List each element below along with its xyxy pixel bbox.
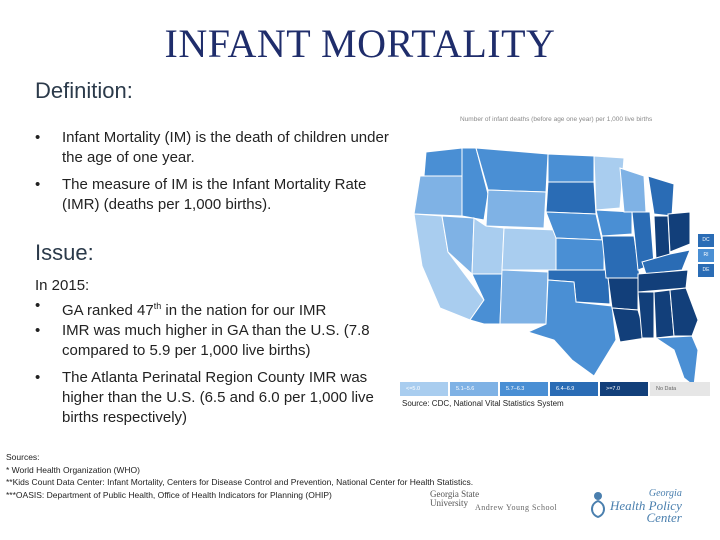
ghpc-logo-icon (591, 492, 605, 518)
definition-heading: Definition: (35, 78, 133, 103)
sources-block: Sources: * World Health Organization (WH… (6, 451, 526, 501)
source-line-2: **Kids Count Data Center: Infant Mortali… (6, 477, 474, 487)
legend-bin-1: <=5.0 (400, 382, 448, 396)
issue-heading: Issue: (35, 240, 94, 265)
map-inset-ri: RI (698, 249, 714, 262)
ghpc-logo-line-1: Georgia (648, 488, 682, 499)
map-inset-de: DE (698, 264, 714, 277)
ghpc-logo-line-2: Health Policy (610, 498, 682, 513)
map-region-mississippi (637, 291, 655, 339)
map-region-michigan (647, 175, 675, 217)
us-map-graphic (413, 147, 698, 387)
map-region-montana (475, 147, 549, 193)
legend-bin-2: 5.1–5.6 (450, 382, 498, 396)
map-region-ohio (667, 211, 691, 253)
map-region-oregon (413, 175, 465, 217)
map-region-georgia (669, 287, 698, 337)
map-region-indiana (653, 215, 671, 261)
gsu-logo-line-2: University (430, 498, 468, 508)
issue-bullet-3: • The Atlanta Perinatal Region County IM… (35, 368, 380, 428)
gsu-logo: Georgia State University (430, 490, 479, 508)
map-region-idaho (461, 147, 489, 221)
definition-bullet-2: • The measure of IM is the Infant Mortal… (35, 175, 395, 215)
andrew-young-school-logo: Andrew Young School (475, 503, 558, 512)
page-title: INFANT MORTALITY (164, 21, 556, 66)
legend-bin-3: 5.7–6.3 (500, 382, 548, 396)
map-region-texas (526, 279, 617, 377)
source-line-1: * World Health Organization (WHO) (6, 464, 140, 475)
gsu-logo-line-1: Georgia State (430, 489, 480, 499)
issue-bullet-2: • IMR was much higher in GA than the U.S… (35, 321, 380, 361)
legend-bin-5: >=7.0 (600, 382, 648, 396)
issue-bullet-1: • GA ranked 47th in the nation for our I… (35, 296, 380, 321)
issue-list: In 2015: • GA ranked 47th in the nation … (35, 276, 380, 428)
map-region-minnesota (593, 155, 625, 211)
bullet-glyph: • (35, 176, 41, 193)
map-region-kentucky (641, 249, 691, 275)
map-inset-dc: DC (698, 234, 714, 247)
map-region-new-mexico (499, 269, 549, 325)
issue-text-3: The Atlanta Perinatal Region County IMR … (62, 369, 374, 426)
bullet-glyph: • (35, 297, 41, 314)
map-source: Source: CDC, National Vital Statistics S… (402, 399, 564, 408)
map-region-colorado (501, 227, 557, 271)
map-legend-title: Number of infant deaths (before age one … (460, 116, 653, 123)
map-region-washington (423, 147, 465, 177)
us-infant-mortality-map: Number of infant deaths (before age one … (398, 110, 716, 410)
definition-text-2: The measure of IM is the Infant Mortalit… (62, 176, 367, 213)
bullet-glyph: • (35, 129, 41, 146)
map-region-missouri (601, 235, 641, 279)
map-region-north-dakota (547, 153, 595, 183)
issue-intro: In 2015: (35, 277, 90, 294)
map-region-wyoming (485, 189, 547, 229)
definition-bullet-1: • Infant Mortality (IM) is the death of … (35, 128, 395, 168)
map-region-wisconsin (619, 167, 647, 213)
issue-text-1b: in the nation for our IMR (161, 302, 327, 319)
map-region-florida (654, 335, 698, 387)
bullet-glyph: • (35, 369, 41, 386)
definition-text-1: Infant Mortality (IM) is the death of ch… (62, 129, 389, 166)
definition-list: • Infant Mortality (IM) is the death of … (35, 128, 395, 215)
legend-bin-no-data: No Data (650, 382, 710, 396)
map-region-iowa (595, 209, 633, 237)
map-region-kansas (555, 237, 605, 271)
legend-bin-4: 6.4–6.9 (550, 382, 598, 396)
issue-text-2: IMR was much higher in GA than the U.S. … (62, 322, 370, 359)
source-line-3: ***OASIS: Department of Public Health, O… (6, 489, 332, 500)
ghpc-logo: Georgia Health Policy Center (610, 488, 682, 524)
ordinal-suffix: th (153, 301, 162, 311)
map-region-arkansas (607, 277, 639, 311)
map-region-south-dakota (545, 181, 597, 215)
bullet-glyph: • (35, 322, 41, 339)
sources-heading: Sources: (6, 452, 40, 462)
ghpc-logo-line-3: Center (646, 510, 682, 525)
issue-text-1a: GA ranked 47 (62, 302, 154, 319)
